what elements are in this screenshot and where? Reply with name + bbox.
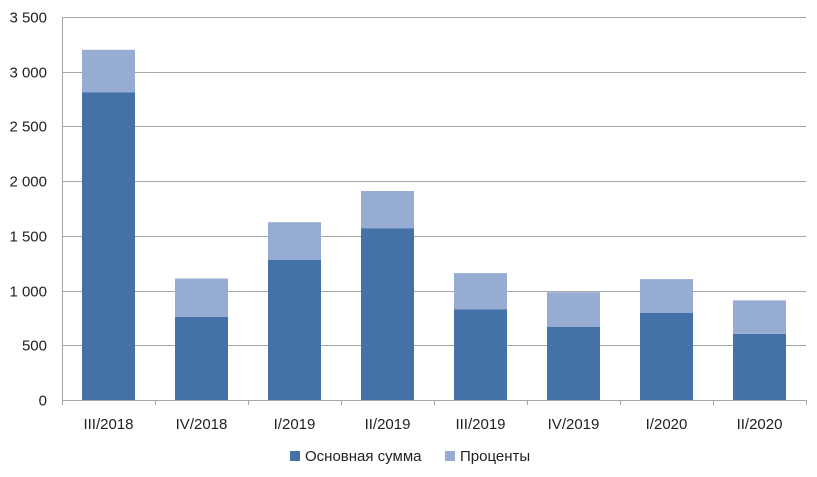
legend-swatch xyxy=(290,451,300,461)
y-axis: 0 500 1 000 1 500 2 000 2 500 3 000 3 500 xyxy=(9,10,47,410)
bars xyxy=(82,49,786,400)
bar-principal-5 xyxy=(547,326,600,400)
bar-principal-7 xyxy=(733,333,786,400)
bar-principal-4 xyxy=(454,309,507,400)
x-tick-label: III/2018 xyxy=(83,416,133,433)
y-tick-label: 3 500 xyxy=(9,10,47,27)
x-tick-label: IV/2018 xyxy=(176,416,228,433)
bar-principal-3 xyxy=(361,228,414,400)
legend-label: Проценты xyxy=(460,448,530,465)
bar-interest-3 xyxy=(361,191,414,229)
x-tick-label: II/2019 xyxy=(365,416,411,433)
x-tick-label: I/2019 xyxy=(274,416,316,433)
legend-swatch xyxy=(445,451,455,461)
y-tick-label: 500 xyxy=(22,338,47,355)
y-tick-label: 1 500 xyxy=(9,229,47,246)
bar-interest-0 xyxy=(82,49,135,93)
y-tick-label: 2 500 xyxy=(9,119,47,136)
x-tick-label: III/2019 xyxy=(455,416,505,433)
bar-principal-0 xyxy=(82,92,135,400)
bar-interest-4 xyxy=(454,273,507,310)
x-axis: III/2018 IV/2018 I/2019 II/2019 III/2019 IV/2… xyxy=(62,400,807,433)
x-tick-label: II/2020 xyxy=(737,416,783,433)
bar-interest-1 xyxy=(175,278,228,317)
bar-interest-7 xyxy=(733,300,786,334)
bar-interest-2 xyxy=(268,222,321,260)
y-tick-label: 1 000 xyxy=(9,284,47,301)
x-tick-label: I/2020 xyxy=(646,416,688,433)
legend: Основная сумма Проценты xyxy=(290,448,530,465)
legend-label: Основная сумма xyxy=(305,448,422,465)
x-tick-label: IV/2019 xyxy=(548,416,600,433)
y-tick-label: 2 000 xyxy=(9,174,47,191)
y-tick-label: 0 xyxy=(39,393,47,410)
bar-principal-2 xyxy=(268,259,321,400)
bar-principal-6 xyxy=(640,313,693,400)
bar-interest-6 xyxy=(640,279,693,313)
gridlines xyxy=(62,17,806,401)
y-tick-label: 3 000 xyxy=(9,65,47,82)
bar-principal-1 xyxy=(175,316,228,400)
bar-interest-5 xyxy=(547,292,600,327)
